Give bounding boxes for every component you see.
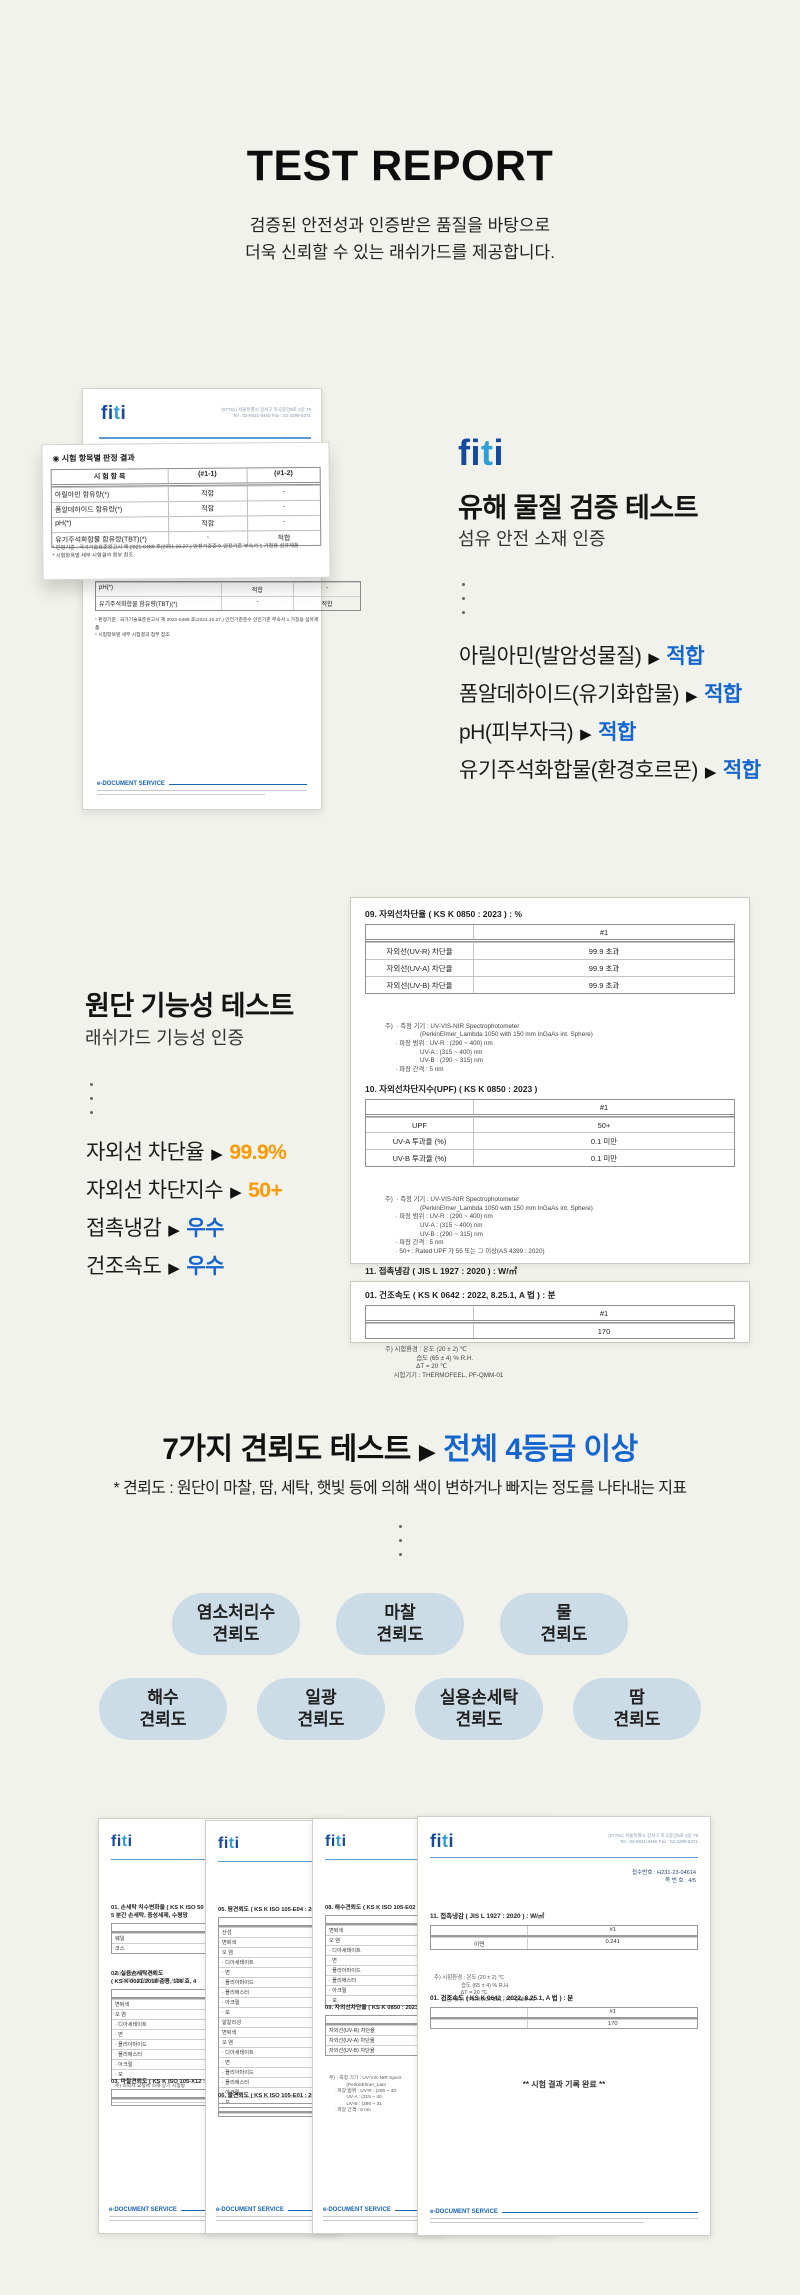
table-row: pH(*) 적합 - bbox=[52, 514, 321, 533]
fabric-subheading: 래쉬가드 기능성 인증 bbox=[85, 1028, 245, 1048]
vertical-ellipsis-icon bbox=[0, 1514, 800, 1567]
table-row: 자외선(UV-R) 차단율 99.9 초과 bbox=[366, 942, 734, 959]
record-complete-text: ** 시험 결과 기록 완료 ** bbox=[522, 2080, 606, 2089]
section-notes: 주) · 측정 기기 : UV-VIS-NIR Spectrophotomete… bbox=[385, 1196, 593, 1255]
section-title: 11. 접촉냉감 ( JIS L 1927 : 2020 ) : W/㎡ bbox=[430, 1913, 545, 1920]
section-title: 01. 건조속도 ( KS K 0642 : 2022, 8.25.1, A 법… bbox=[430, 1995, 574, 2002]
table-row: 170 bbox=[366, 1323, 734, 1338]
table-row: UPF 50+ bbox=[366, 1117, 734, 1133]
fabric-item: 건조속도 ▶ 우수 bbox=[86, 1255, 224, 1278]
fastness-pill: 염소처리수 견뢰도 bbox=[172, 1593, 300, 1655]
fastness-pill-row-1: 염소처리수 견뢰도 마찰 견뢰도 물 견뢰도 bbox=[0, 1593, 800, 1655]
fastness-note: * 견뢰도 : 원단이 마찰, 땀, 세탁, 햇빛 등에 의해 색이 변하거나 … bbox=[113, 1480, 687, 1497]
lab-address: (07791) 서울특별시 강서구 마곡중앙8로 3길 79 Tel : 02-… bbox=[608, 1833, 698, 1844]
table-row: 폼알데하이드 함유량(*) 적합 - bbox=[51, 499, 321, 518]
table-row: UV-B 투과율 (%) 0.1 미만 bbox=[366, 1149, 734, 1167]
fiti-logo: fiti bbox=[101, 403, 127, 424]
arrow-icon: ▶ bbox=[230, 1184, 242, 1201]
target-icon: ◉ bbox=[52, 454, 60, 464]
section-title: 02. 실용손세탁견뢰도 ( KS K 0021:2018 준용, 106 호,… bbox=[111, 1971, 197, 1985]
receipt-and-page: 접수번호 : H231-23-04614 쪽 번 호 : 4/5 bbox=[631, 1870, 696, 1884]
section-notes: 주) · 측정 기기 : UV-VIS-NIR Spectrophotomete… bbox=[385, 1022, 593, 1073]
report-doc-4: fiti (07791) 서울특별시 강서구 마곡중앙8로 3길 79 Tel … bbox=[417, 1816, 711, 2236]
fabric-heading: 원단 기능성 테스트 bbox=[85, 991, 294, 1021]
dry-speed-table: #1 170 bbox=[365, 1305, 735, 1339]
upf-table: #1 UPF 50+ UV-A 투과율 (%) 0.1 미만 UV-B 투과율 (%) 0… bbox=[365, 1099, 735, 1168]
table-row: 자외선(UV-A) 차단율 99.9 초과 bbox=[366, 959, 734, 976]
section-notes: 주) 시험환경 : 온도 (20 ± 2) ℃ 습도 (65 ± 4) % R.… bbox=[385, 1346, 504, 1379]
fastness-pill: 해수 견뢰도 bbox=[99, 1678, 227, 1740]
fastness-pill-row-2: 해수 견뢰도 일광 견뢰도 실용손세탁 견뢰도 땀 견뢰도 bbox=[0, 1678, 800, 1740]
section-title: 10. 자외선차단지수(UPF) ( KS K 0850 : 2023 ) bbox=[365, 1084, 538, 1095]
section-title: 09. 자외선차단율 ( KS K 0850 : 2023 ) : % bbox=[365, 909, 522, 919]
section-title: 08. 해수견뢰도 ( KS K ISO 105-E02 : bbox=[325, 1905, 420, 1911]
fiti-logo: fiti bbox=[218, 1835, 240, 1852]
hazard-result-notes: * 판정기준 : 국가기술표준원고시 제 2021-0489 호(2021.10… bbox=[52, 543, 299, 559]
fabric-report-box-1: 09. 자외선차단율 ( KS K 0850 : 2023 ) : % #1 자… bbox=[350, 897, 750, 1379]
arrow-icon: ▶ bbox=[211, 1146, 223, 1163]
arrow-icon: ▶ bbox=[648, 650, 660, 667]
vertical-ellipsis-icon bbox=[90, 1072, 93, 1125]
section-title: 06. 물견뢰도 ( KS K ISO 105-E01 : 20 bbox=[218, 2093, 315, 2099]
fabric-item: 접촉냉감 ▶ 우수 bbox=[86, 1217, 224, 1240]
result-card-title: ◉ 시험 항목별 판정 결과 bbox=[52, 453, 135, 464]
fastness-heading: 7가지 견뢰도 테스트 ▶ 전체 4등급 이상 bbox=[162, 1433, 638, 1466]
arrow-icon: ▶ bbox=[168, 1260, 180, 1277]
section-title: 11. 접촉냉감 ( JIS L 1927 : 2020 ) : W/㎡ bbox=[365, 1266, 518, 1277]
arrow-icon: ▶ bbox=[580, 726, 592, 743]
hazard-subheading: 섬유 안전 소재 인증 bbox=[458, 529, 606, 549]
fiti-logo: fiti bbox=[430, 1831, 455, 1851]
fastness-pill: 땀 견뢰도 bbox=[573, 1678, 701, 1740]
section-title: 01. 손세탁 치수변화율 ( KS K ISO 50 5 분간 손세탁, 중성… bbox=[111, 1905, 204, 1919]
section-notes: 주) (+) 신장, (-) 수축 의뢰자 요청에 의해 상기 시험방 bbox=[115, 1972, 185, 1984]
fiti-logo: fiti bbox=[111, 1833, 133, 1850]
dry-speed-mini-table: #1 170 bbox=[430, 2007, 698, 2029]
uv-blocking-table: #1 자외선(UV-R) 차단율 99.9 초과 자외선(UV-A) 차단율 99.9… bbox=[365, 924, 735, 994]
page-title: TEST REPORT bbox=[246, 142, 554, 190]
section-notes: 주) 의뢰자 요청에 의해 상기 시험방 bbox=[115, 2084, 186, 2090]
section-notes: 주) 시험환경 : 온도 (20 ± 2) ℃ 습도 (65 ± 4) % R.… bbox=[434, 1975, 536, 2004]
table-row: 자외선(UV-B) 차단율 99.9 초과 bbox=[366, 976, 734, 993]
page-subtitle-line2: 더욱 신뢰할 수 있는 래쉬가드를 제공합니다. bbox=[245, 243, 555, 262]
fabric-report-box-2: 01. 건조속도 ( KS K 0642 : 2022, 8.25.1, A 법… bbox=[350, 1281, 750, 1343]
contact-cooling-mini-table: #1 이면 0.241 bbox=[430, 1925, 698, 1950]
fastness-pill: 일광 견뢰도 bbox=[257, 1678, 385, 1740]
hazard-back-table: pH(*) 적합 - 유기주석화합물 함유량(TBT)(*) - 적합 bbox=[95, 581, 361, 611]
table-row: UV-A 투과율 (%) 0.1 미만 bbox=[366, 1132, 734, 1150]
section-title: 03. 마찰견뢰도 ( KS K ISO 105-X12 : bbox=[111, 2079, 206, 2085]
doc-rule bbox=[99, 437, 311, 439]
edocument-footer: e-DOCUMENT SERVICE bbox=[97, 781, 307, 795]
fastness-pill: 마찰 견뢰도 bbox=[336, 1593, 464, 1655]
arrow-icon: ▶ bbox=[686, 688, 698, 705]
fastness-pill: 실용손세탁 견뢰도 bbox=[415, 1678, 543, 1740]
hazard-heading: 유해 물질 검증 테스트 bbox=[458, 493, 699, 523]
fiti-logo-large: fiti bbox=[458, 432, 505, 473]
section-title: 09. 자외선차단율 ( KS K 0850 : 2023 bbox=[325, 2005, 419, 2011]
edocument-footer: e-DOCUMENT SERVICE bbox=[430, 2209, 698, 2223]
hazard-item: pH(피부자극) ▶ 적합 bbox=[459, 721, 636, 744]
arrow-icon: ▶ bbox=[168, 1222, 180, 1239]
hazard-result-card: ◉ 시험 항목별 판정 결과 시 험 항 목 (#1-1) (#1-2) 아릴아… bbox=[41, 441, 331, 581]
section-title: 05. 땀견뢰도 ( KS K ISO 105-E04 : 20 bbox=[218, 1907, 315, 1913]
section-title: 01. 건조속도 ( KS K 0642 : 2022, 8.25.1, A 법… bbox=[365, 1290, 556, 1300]
hazard-back-notes: * 판정기준 : 국가기술표준원고시 제 2021-0489 호(2021.10… bbox=[95, 618, 319, 638]
fastness-pill: 물 견뢰도 bbox=[500, 1593, 628, 1655]
hazard-item: 유기주석화합물(환경호르몬) ▶ 적합 bbox=[459, 759, 761, 782]
arrow-icon: ▶ bbox=[418, 1439, 436, 1464]
fabric-item: 자외선 차단율 ▶ 99.9% bbox=[86, 1141, 287, 1164]
fabric-item: 자외선 차단지수 ▶ 50+ bbox=[86, 1179, 283, 1202]
vertical-ellipsis-icon bbox=[462, 572, 465, 625]
hazard-item: 폼알데하이드(유기화합물) ▶ 적합 bbox=[459, 683, 742, 706]
hazard-item: 아릴아민(발암성물질) ▶ 적합 bbox=[459, 645, 705, 668]
page-subtitle-line1: 검증된 안전성과 인증받은 품질을 바탕으로 bbox=[249, 216, 551, 235]
arrow-icon: ▶ bbox=[704, 764, 717, 781]
fiti-logo: fiti bbox=[325, 1833, 347, 1850]
lab-address: (07791) 서울특별시 강서구 마곡중앙8로 3길 79 Tel : 02-… bbox=[221, 407, 311, 418]
section-notes: 주) · 측정 기기 : UV-VIS-NIR Spect (PerkinElm… bbox=[329, 2076, 402, 2114]
doc-rule bbox=[430, 1857, 698, 1858]
hazard-result-table: 시 험 항 목 (#1-1) (#1-2) 아릴아민 함유량(*) 적합 - 폼… bbox=[50, 466, 322, 549]
table-row: 아릴아민 함유량(*) 적합 - bbox=[51, 484, 320, 503]
